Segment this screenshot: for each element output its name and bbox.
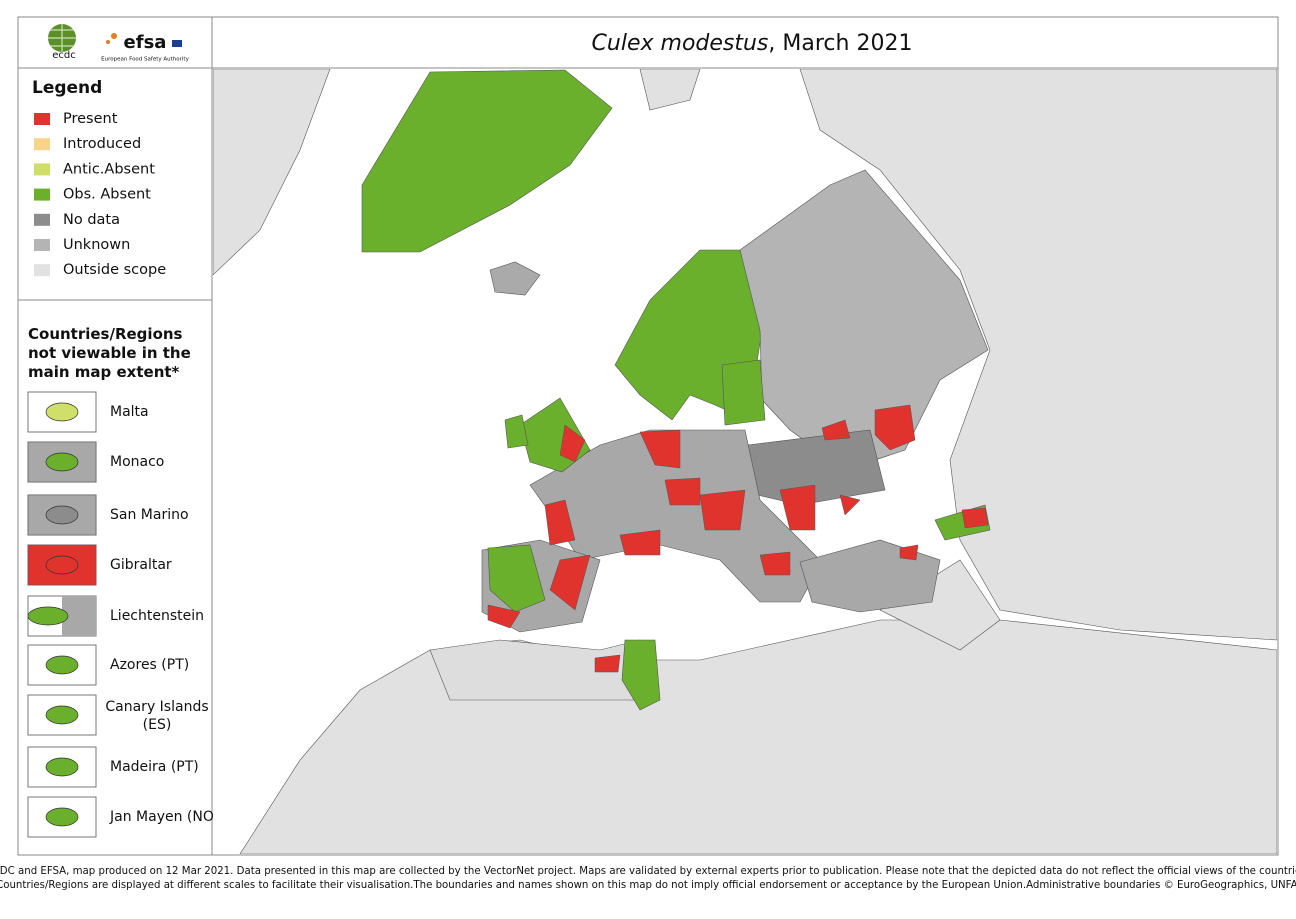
footer-line: ECDC and EFSA, map produced on 12 Mar 20…: [0, 866, 1296, 877]
present-region: [639, 429, 681, 469]
legend-label: Introduced: [63, 136, 141, 152]
efsa-label: efsa: [124, 32, 167, 53]
inset-items: Malta Monaco San Marino Gibraltar Liechtenst…: [27, 391, 219, 838]
present-region: [664, 477, 701, 506]
present-region: [759, 551, 791, 576]
present-region: [544, 499, 576, 546]
central-europe: [529, 429, 823, 603]
legend-label: Obs. Absent: [63, 187, 151, 203]
baltics: [721, 359, 766, 426]
present-region: [619, 529, 661, 556]
inset-label: Monaco: [110, 454, 164, 470]
legend-swatch: [34, 264, 50, 277]
insets-title-line: not viewable in the: [28, 344, 191, 362]
inset-label: Liechtenstein: [110, 608, 204, 624]
inset-label: Malta: [110, 404, 149, 420]
inset-label: Azores (PT): [110, 657, 189, 673]
inset-shape: [45, 655, 79, 675]
legend-swatch: [34, 138, 50, 151]
inset-shape: [45, 705, 79, 725]
iceland: [489, 261, 541, 296]
efsa-star: [106, 40, 110, 44]
present-region: [549, 554, 591, 611]
inset-shape: [45, 505, 79, 525]
eu-flag: [172, 40, 182, 47]
legend-label: Outside scope: [63, 262, 166, 278]
ecdc-label: ecdc: [52, 50, 76, 61]
present-region: [899, 544, 919, 561]
ecdc-grid: [48, 24, 76, 52]
inset-label: San Marino: [110, 507, 189, 523]
logos: ecdc efsa European Food Safety Authority: [48, 24, 190, 63]
present-region: [559, 424, 586, 463]
inset-shape: [45, 807, 79, 827]
present-region: [594, 654, 621, 673]
inset-shape: [45, 555, 79, 575]
present-region: [699, 489, 746, 531]
legend-title: Legend: [32, 78, 102, 98]
insets-title: Countries/Regions not viewable in the main…: [28, 325, 191, 381]
inset-shape: [45, 402, 79, 422]
legend-swatch: [34, 113, 50, 125]
insets-title-line: main map extent*: [28, 363, 180, 381]
inset-shape: [45, 757, 79, 777]
insets-title-line: Countries/Regions: [28, 325, 183, 343]
greenland: [361, 69, 613, 253]
footer-line: * Countries/Regions are displayed at dif…: [0, 880, 1296, 891]
present-region: [821, 419, 851, 441]
efsa-subtitle: European Food Safety Authority: [101, 57, 189, 63]
map-title: Culex modestus, March 2021: [592, 31, 913, 56]
legend-swatch: [34, 239, 50, 251]
legend-swatch: [34, 188, 50, 201]
legend-swatch: [34, 213, 50, 226]
inset-label: Gibraltar: [110, 557, 172, 573]
legend-swatch: [34, 163, 50, 176]
efsa-star: [111, 33, 117, 39]
inset-label: Jan Mayen (NO): [109, 809, 219, 825]
present-region: [839, 494, 861, 516]
legend-label: No data: [63, 212, 120, 228]
present-region: [779, 484, 816, 531]
main-map: [213, 69, 1277, 854]
legend-items: Present Introduced Antic.Absent Obs. Absent…: [34, 111, 166, 278]
present-region: [961, 507, 989, 529]
legend-label: Antic.Absent: [63, 161, 155, 177]
present-regions: [487, 404, 989, 673]
canada: [213, 69, 331, 276]
inset-shape: [27, 606, 69, 626]
tunisia: [621, 639, 661, 711]
inset-label: Canary Islands (ES): [105, 699, 208, 733]
land: [213, 69, 1277, 854]
inset-shape: [45, 452, 79, 472]
ireland: [504, 414, 529, 449]
russia-east: [799, 69, 1277, 641]
legend-label: Present: [63, 111, 118, 127]
title-species: Culex modestus: [592, 31, 769, 56]
title-date: , March 2021: [768, 31, 912, 56]
svalbard-area: [639, 69, 701, 111]
iberia-absent: [487, 544, 546, 613]
present-region: [874, 404, 916, 451]
inset-background: [62, 596, 96, 636]
legend-label: Unknown: [63, 237, 130, 253]
inset-label: Madeira (PT): [110, 759, 199, 775]
present-region: [487, 604, 521, 629]
